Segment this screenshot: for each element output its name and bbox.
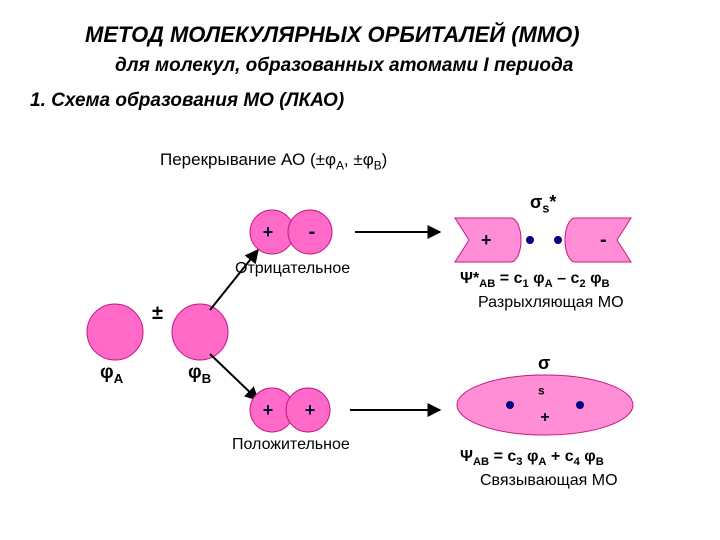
pos-caption: Положительное: [232, 436, 350, 454]
svg-text:-: -: [600, 229, 607, 251]
antibond-lobe-right: [565, 218, 631, 262]
nucleus-dot: [554, 236, 562, 244]
svg-text:+: +: [263, 222, 274, 242]
nucleus-dot: [576, 401, 584, 409]
phiA-orbital: [87, 304, 143, 360]
sigma-bond-label: σs: [538, 353, 550, 398]
sigma-anti-label: σs*: [530, 192, 556, 216]
neg-caption: Отрицательное: [235, 260, 350, 278]
mo-diagram: + - + + + - +: [0, 0, 720, 540]
psi-anti-formula: Ψ*AB = c1 φA – c2 φB: [460, 270, 610, 290]
phiB-orbital: [172, 304, 228, 360]
svg-text:+: +: [481, 230, 492, 250]
pm-sign: ±: [152, 302, 163, 325]
psi-bond-formula: ΨAB = c3 φA + c4 φB: [460, 448, 604, 468]
svg-text:+: +: [263, 400, 274, 420]
phiA-label: φA: [100, 362, 123, 386]
phiB-label: φB: [188, 362, 211, 386]
arrow-to-neg: [210, 250, 258, 310]
nucleus-dot: [506, 401, 514, 409]
arrow-to-pos: [210, 354, 258, 400]
svg-text:-: -: [309, 221, 316, 243]
svg-text:+: +: [305, 400, 316, 420]
svg-text:+: +: [540, 409, 549, 426]
bond-mo-label: Связывающая МО: [480, 472, 618, 490]
nucleus-dot: [526, 236, 534, 244]
anti-mo-label: Разрыхляющая МО: [478, 294, 624, 312]
